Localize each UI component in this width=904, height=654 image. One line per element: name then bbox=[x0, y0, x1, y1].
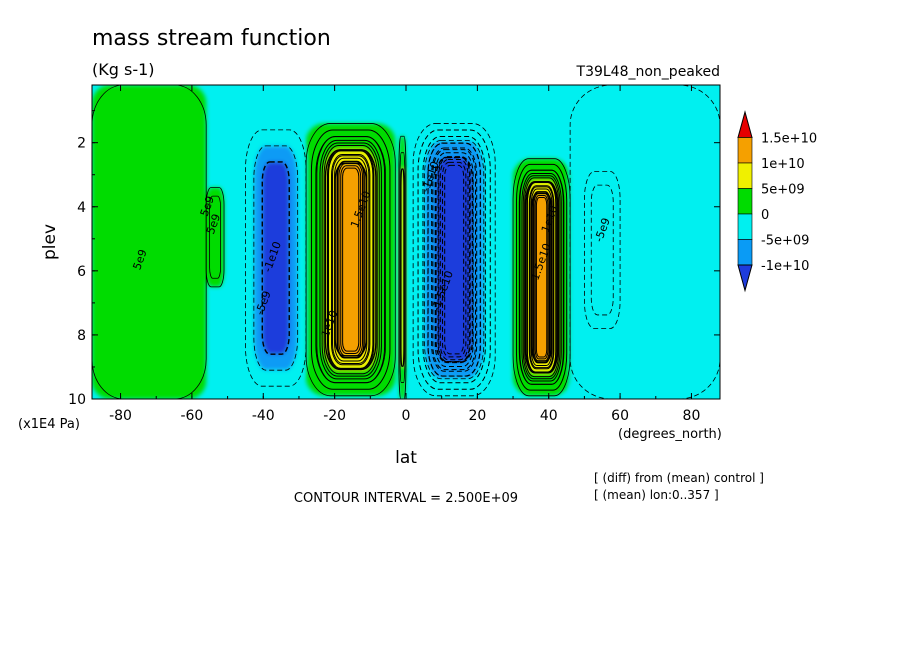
contour-lines bbox=[92, 85, 720, 399]
x-axis: -80 -60 -40 -20 0 20 40 60 80 bbox=[109, 85, 700, 424]
colorbar-label: 1e+10 bbox=[761, 157, 805, 172]
colorbar-top-arrow bbox=[737, 110, 753, 138]
colorbar-label: 5e+09 bbox=[761, 183, 805, 198]
x-tick-label: -60 bbox=[180, 408, 203, 424]
contour-line bbox=[533, 193, 550, 362]
colorbar-band bbox=[737, 188, 753, 215]
field-cell-band bbox=[92, 85, 207, 399]
y-tick-label: 4 bbox=[77, 200, 86, 216]
contour-line bbox=[438, 156, 471, 363]
contour-line bbox=[526, 182, 557, 373]
contour-line bbox=[305, 123, 396, 397]
contour-line bbox=[518, 169, 565, 385]
x-tick-label: 60 bbox=[611, 408, 629, 424]
contour-line bbox=[400, 168, 405, 367]
colorbar-label: -1e+10 bbox=[761, 259, 809, 274]
contour-line bbox=[427, 142, 481, 377]
colorbar: 1.5e+10 1e+10 5e+09 0 -5e+09 -1e+10 bbox=[737, 110, 817, 293]
y-tick-label: 2 bbox=[77, 136, 86, 152]
plot-area: 5e95e95e91e101.5e10-1e10-5e91e101.5e10-1… bbox=[92, 85, 720, 399]
contour-line bbox=[331, 154, 371, 366]
contour-line bbox=[315, 136, 386, 383]
x-tick-label: -40 bbox=[252, 408, 275, 424]
contour-line bbox=[321, 142, 380, 377]
contour-line bbox=[324, 149, 377, 370]
contour-line bbox=[340, 165, 362, 354]
colorbar-label: 1.5e+10 bbox=[761, 132, 817, 147]
contour-line bbox=[524, 177, 560, 378]
x-tick-label: 80 bbox=[683, 408, 701, 424]
contour-line bbox=[424, 140, 485, 380]
contour-interval: CONTOUR INTERVAL = 2.500E+09 bbox=[294, 491, 518, 506]
y-tick-label: 10 bbox=[68, 392, 86, 408]
note-mean: [ (mean) lon:0..357 ] bbox=[594, 488, 719, 502]
contour-line bbox=[535, 197, 548, 358]
contour-line bbox=[412, 123, 496, 397]
contour-line bbox=[205, 187, 225, 288]
field-cell-band bbox=[262, 161, 290, 355]
experiment-label: T39L48_non_peaked bbox=[576, 64, 720, 80]
y-tick-label: 8 bbox=[77, 328, 86, 344]
contour-line bbox=[417, 129, 491, 390]
contour-line bbox=[521, 172, 562, 382]
y-axis-units: (x1E4 Pa) bbox=[18, 417, 80, 432]
contour-line bbox=[532, 191, 551, 364]
contour-line bbox=[332, 155, 370, 364]
colorbar-bottom-arrow bbox=[737, 264, 753, 293]
field-cell-band bbox=[570, 85, 720, 399]
colorbar-band bbox=[737, 213, 753, 240]
chart-units: (Kg s-1) bbox=[92, 60, 155, 79]
contour-line bbox=[435, 156, 474, 363]
contour-line bbox=[323, 145, 378, 375]
y-axis-label: plev bbox=[40, 224, 60, 260]
contour-line bbox=[342, 167, 360, 352]
x-axis-units: (degrees_north) bbox=[618, 427, 722, 442]
contour-line bbox=[431, 147, 478, 372]
contour-line bbox=[336, 160, 365, 359]
contour-line bbox=[444, 164, 465, 355]
colorbar-band bbox=[737, 162, 753, 189]
contour-line bbox=[590, 184, 614, 316]
field-cell-band bbox=[400, 169, 405, 367]
contour-line bbox=[529, 186, 554, 369]
contour-line bbox=[399, 152, 406, 383]
x-axis-label: lat bbox=[395, 448, 417, 468]
x-tick-label: -80 bbox=[109, 408, 132, 424]
x-tick-label: -20 bbox=[323, 408, 346, 424]
y-axis: 2 4 6 8 10 bbox=[68, 110, 720, 408]
x-tick-label: 40 bbox=[540, 408, 558, 424]
contour-line bbox=[528, 185, 555, 370]
note-diff: [ (diff) from (mean) control ] bbox=[594, 471, 764, 485]
contour-line bbox=[319, 139, 382, 380]
contour-line bbox=[515, 163, 568, 391]
contour-line bbox=[253, 145, 299, 371]
contour-line bbox=[328, 150, 374, 369]
y-tick-label: 6 bbox=[77, 264, 86, 280]
field-cell-band bbox=[209, 196, 221, 279]
contour-line bbox=[432, 149, 477, 371]
contour-line bbox=[584, 171, 621, 329]
x-tick-label: 0 bbox=[402, 408, 411, 424]
colorbar-label: -5e+09 bbox=[761, 234, 809, 249]
contour-line bbox=[261, 161, 290, 355]
field-cell-band bbox=[435, 157, 473, 362]
colorbar-label: 0 bbox=[761, 208, 769, 223]
colorbar-band bbox=[737, 239, 753, 266]
contour-line bbox=[434, 152, 474, 368]
contour-line bbox=[209, 195, 221, 279]
x-tick-label: 20 bbox=[468, 408, 486, 424]
contour-line bbox=[337, 161, 365, 358]
chart-title: mass stream function bbox=[92, 26, 331, 51]
contour-line bbox=[437, 156, 471, 364]
colorbar-band bbox=[737, 137, 753, 164]
contour-line bbox=[338, 163, 363, 357]
contour-line bbox=[439, 159, 469, 361]
contour-line bbox=[310, 129, 391, 390]
contour-line bbox=[441, 161, 467, 358]
contour-line bbox=[524, 181, 559, 374]
contour-line bbox=[522, 175, 561, 380]
contour-line bbox=[534, 195, 549, 360]
